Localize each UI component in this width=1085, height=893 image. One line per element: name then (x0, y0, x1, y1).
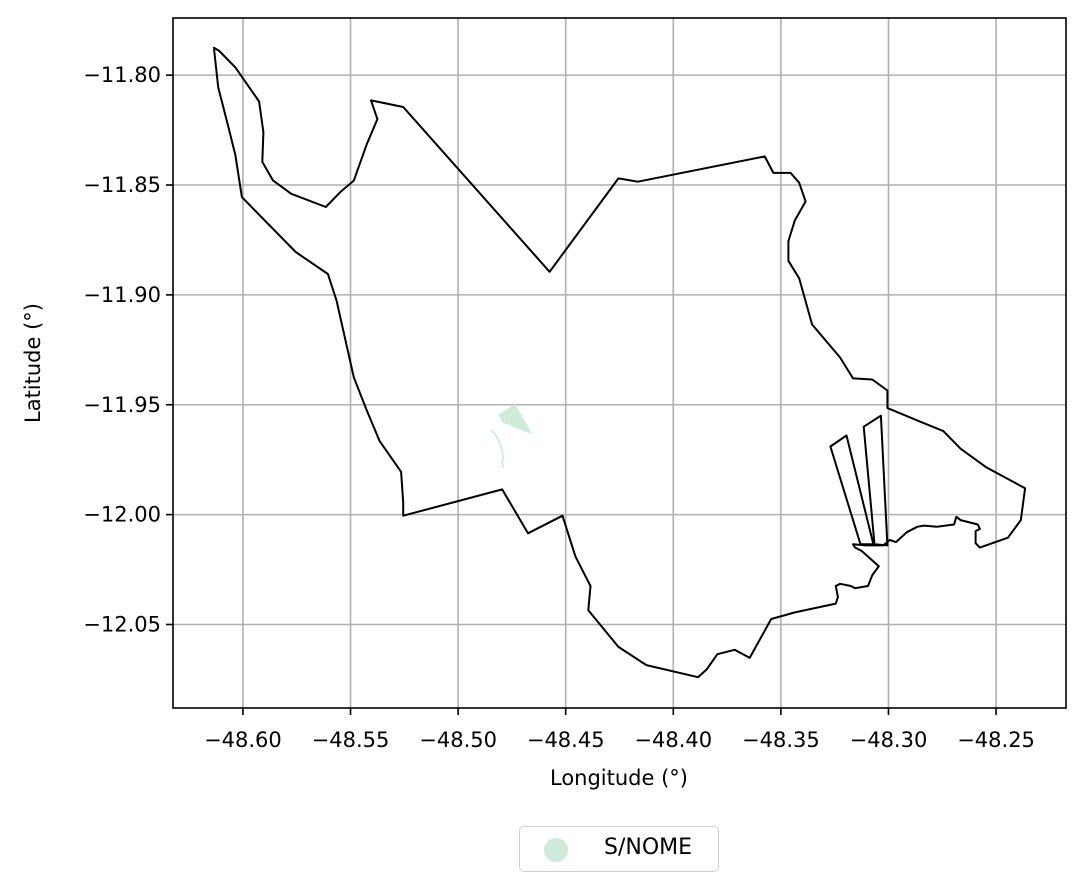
x-tick-label: −48.55 (312, 728, 390, 752)
feature-s-nome (498, 403, 533, 435)
x-tick-label: −48.30 (850, 728, 928, 752)
x-axis-ticks: −48.60 −48.55 −48.50 −48.45 −48.40 −48.35 −48.… (204, 708, 1035, 752)
y-axis-label: Latitude (°) (21, 303, 45, 423)
x-tick-label: −48.60 (204, 728, 282, 752)
y-tick-label: −11.90 (83, 283, 161, 307)
legend-marker-s-nome (544, 838, 568, 862)
x-tick-label: −48.50 (419, 728, 497, 752)
x-axis-label: Longitude (°) (550, 766, 688, 790)
municipality-boundary (212, 46, 1027, 679)
x-tick-label: −48.45 (527, 728, 605, 752)
boundary-strip-2 (862, 414, 889, 547)
x-tick-label: −48.25 (957, 728, 1035, 752)
y-axis-ticks: −11.80 −11.85 −11.90 −11.95 −12.00 −12.05 (83, 63, 173, 636)
plot-frame (172, 17, 1067, 709)
y-tick-label: −11.95 (83, 393, 161, 417)
boundary-strip-1 (829, 434, 875, 546)
y-tick-label: −11.80 (83, 63, 161, 87)
boundary-layer (212, 46, 1027, 679)
y-tick-label: −12.05 (83, 612, 161, 636)
legend: S/NOME (519, 826, 719, 872)
x-tick-label: −48.40 (634, 728, 712, 752)
y-tick-label: −12.00 (83, 503, 161, 527)
feature-layer (490, 403, 533, 468)
legend-label-s-nome: S/NOME (604, 835, 693, 860)
x-tick-label: −48.35 (742, 728, 820, 752)
grid-lines (173, 18, 1066, 708)
feature-stream (501, 457, 505, 468)
feature-stream (490, 429, 505, 458)
y-tick-label: −11.85 (83, 173, 161, 197)
